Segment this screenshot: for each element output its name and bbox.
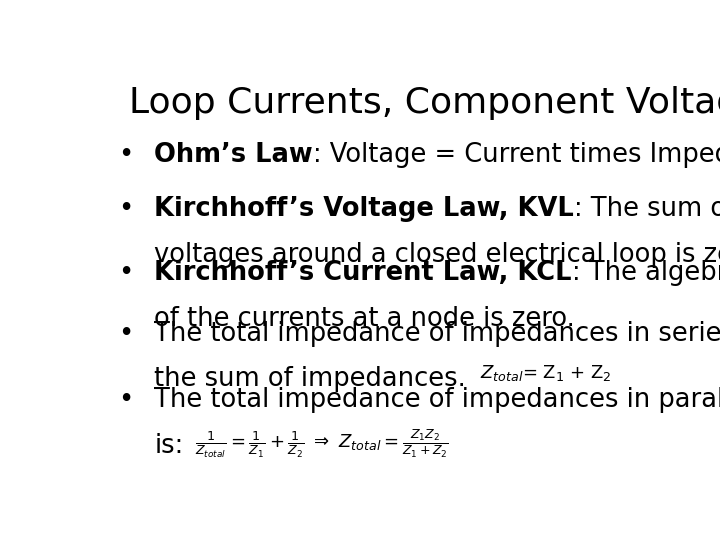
Text: $\frac{1}{Z_{total}}=\frac{1}{Z_1}+\frac{1}{Z_2}$$\ \Rightarrow\ Z_{total}=\frac: $\frac{1}{Z_{total}}=\frac{1}{Z_1}+\frac… <box>194 428 449 460</box>
Text: The total impedance of impedances in series is: The total impedance of impedances in ser… <box>154 321 720 347</box>
Text: : Voltage = Current times Impedance: : Voltage = Current times Impedance <box>312 141 720 168</box>
Text: The total impedance of impedances in parallel: The total impedance of impedances in par… <box>154 387 720 413</box>
Text: : The sum of: : The sum of <box>574 196 720 222</box>
Text: $Z_{total}$= Z$_1$ + Z$_2$: $Z_{total}$= Z$_1$ + Z$_2$ <box>480 363 611 383</box>
Text: of the currents at a node is zero.: of the currents at a node is zero. <box>154 306 575 332</box>
Text: is:: is: <box>154 433 184 459</box>
Text: : The algebraic sum: : The algebraic sum <box>572 260 720 286</box>
Text: voltages around a closed electrical loop is zero.: voltages around a closed electrical loop… <box>154 241 720 267</box>
Text: Loop Currents, Component Voltages: Loop Currents, Component Voltages <box>129 85 720 119</box>
Text: •: • <box>118 387 133 413</box>
Text: is:: is: <box>154 433 184 459</box>
Text: •: • <box>118 321 133 347</box>
Text: Ohm’s Law: Ohm’s Law <box>154 141 312 168</box>
Text: Kirchhoff’s Voltage Law, KVL: Kirchhoff’s Voltage Law, KVL <box>154 196 574 222</box>
Text: Kirchhoff’s Current Law, KCL: Kirchhoff’s Current Law, KCL <box>154 260 572 286</box>
Text: the sum of impedances.: the sum of impedances. <box>154 366 466 392</box>
Text: •: • <box>118 141 133 168</box>
Text: •: • <box>118 196 133 222</box>
Text: •: • <box>118 260 133 286</box>
Text: the sum of impedances.: the sum of impedances. <box>154 366 466 392</box>
